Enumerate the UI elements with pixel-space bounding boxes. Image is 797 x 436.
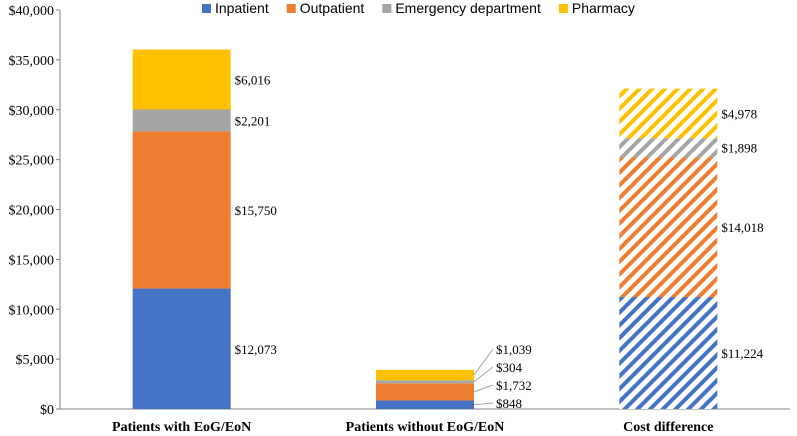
bar-segment-emergency-department bbox=[376, 380, 474, 384]
legend-swatch bbox=[202, 4, 211, 13]
data-label: $2,201 bbox=[235, 113, 271, 128]
legend-item-inpatient: Inpatient bbox=[202, 0, 269, 16]
legend-item-emergency-department: Emergency department bbox=[382, 0, 541, 16]
data-label: $1,898 bbox=[721, 141, 757, 156]
data-label: $12,073 bbox=[235, 342, 277, 357]
y-tick-label: $30,000 bbox=[9, 104, 55, 119]
bar-segment-pharmacy bbox=[132, 49, 231, 110]
legend-label: Inpatient bbox=[215, 0, 269, 16]
legend-swatch bbox=[558, 4, 568, 13]
data-label: $4,978 bbox=[721, 106, 757, 121]
y-tick-label: $35,000 bbox=[9, 54, 55, 69]
legend-swatch bbox=[286, 4, 296, 13]
legend-item-pharmacy: Pharmacy bbox=[558, 0, 635, 16]
legend-label: Pharmacy bbox=[572, 0, 635, 16]
data-label: $6,016 bbox=[235, 73, 271, 88]
bar-segment-outpatient bbox=[132, 131, 231, 289]
legend-swatch bbox=[382, 4, 392, 13]
bar-segment-emergency-department bbox=[132, 109, 231, 132]
leader-line bbox=[473, 402, 494, 406]
x-category-label: Patients with EoG/EoN bbox=[112, 420, 251, 435]
data-label: $1,039 bbox=[496, 342, 532, 357]
bar-segment-outpatient bbox=[376, 383, 474, 401]
y-tick-label: $20,000 bbox=[9, 204, 55, 219]
leader-line bbox=[473, 384, 494, 393]
leader-line bbox=[473, 348, 494, 376]
legend-item-outpatient: Outpatient bbox=[286, 0, 365, 16]
legend-label: Emergency department bbox=[395, 0, 541, 16]
bar-segment-outpatient bbox=[619, 157, 718, 298]
bar-segment-inpatient bbox=[132, 288, 231, 409]
y-tick-label: $40,000 bbox=[9, 4, 55, 19]
data-label: $11,224 bbox=[721, 346, 763, 361]
bar-segment-inpatient bbox=[619, 297, 718, 409]
x-category-label: Patients without EoG/EoN bbox=[346, 420, 505, 435]
leader-line bbox=[473, 366, 494, 383]
y-tick-label: $5,000 bbox=[16, 353, 55, 368]
data-label: $14,018 bbox=[721, 220, 763, 235]
y-tick-label: $0 bbox=[40, 403, 54, 418]
data-label: $1,732 bbox=[496, 378, 532, 393]
y-tick-label: $15,000 bbox=[9, 253, 55, 268]
data-label: $304 bbox=[496, 360, 523, 375]
data-label: $15,750 bbox=[235, 203, 277, 218]
data-label: $848 bbox=[496, 396, 522, 411]
x-category-label: Cost difference bbox=[623, 420, 713, 435]
bar-segment-emergency-department bbox=[619, 138, 718, 158]
bar-segment-inpatient bbox=[376, 400, 474, 409]
bar-segment-pharmacy bbox=[376, 369, 474, 381]
y-tick-label: $25,000 bbox=[9, 154, 55, 169]
legend-label: Outpatient bbox=[300, 0, 365, 16]
y-tick-label: $10,000 bbox=[9, 303, 55, 318]
bar-segment-pharmacy bbox=[619, 88, 718, 139]
